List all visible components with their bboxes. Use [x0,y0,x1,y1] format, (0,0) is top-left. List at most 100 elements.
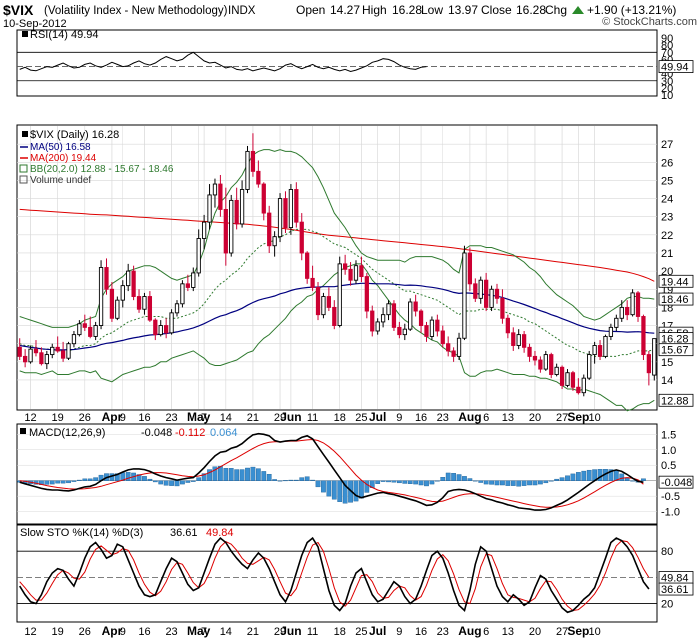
candle-body [581,377,586,394]
macd-hist-bar [44,480,50,485]
candle-body [17,346,22,357]
low-label: Low [421,3,443,17]
candle-body [462,252,467,339]
sto-xlabel-13: 11 [307,626,318,638]
macd-hist-bar [77,479,82,481]
grid-lines [17,126,657,512]
macd-hist-bar [359,480,364,499]
macd-hist-bar [293,479,299,481]
price-tick-23: 23 [661,212,673,224]
macd-hist-bar [283,480,288,482]
macd-hist-bar [250,466,256,481]
rsi-tick-90: 90 [661,33,673,45]
candle-body [494,288,500,299]
sto-xlabel-18: 16 [415,626,427,638]
macd-hist-bar [331,480,337,500]
candle-body [353,265,359,281]
price-xlabel-22: 13 [502,412,514,424]
macd-line [19,432,644,511]
candle-body [332,306,337,327]
macd-hist-bar [272,479,277,481]
sto-d-current: 49.84 [661,573,689,585]
candle-body [326,296,331,308]
candle-body [174,303,180,314]
price-label-19.44-box [658,274,694,288]
macd-hist-bar [440,477,446,481]
macd-hist-bar [342,480,348,504]
macd-hist-bar [174,480,180,487]
low-value: 13.97 [448,3,478,17]
candle-body [212,183,218,196]
candle-body [484,279,489,308]
sto-k-value: 36.61 [170,527,198,539]
candle-body [126,270,131,287]
sto-xlabel-21: 6 [483,626,489,638]
macd-hist-bar [397,480,402,484]
sto-xlabel-5: 16 [138,626,150,638]
sto-tick-20: 20 [661,599,673,611]
macd-tick-1.0: 1.0 [661,445,676,457]
price-label-18.46-box [658,292,694,306]
macd-signal-value: -0.112 [175,427,205,439]
macd-hist-bar [467,478,473,481]
sto-xlabel-16: Jul [369,624,386,638]
macd-hist-bar [125,472,131,481]
chg-value: +1.90 (+13.21%) [587,3,676,17]
axis-labels: 908070604030201049.942726252423222120191… [24,33,694,638]
macd-hist-bar [402,480,408,484]
price-xlabel-16: Jul [369,410,386,424]
macd-series [17,432,646,511]
macd-hist-bar [228,468,234,481]
candle-body [277,198,283,238]
macd-hist-bar [218,465,223,481]
candle-body [532,355,538,361]
macd-hist-bar [55,480,61,484]
candle-body [321,296,326,316]
close-value: 16.28 [516,3,546,17]
price-xlabel-7: May [187,410,211,424]
candle-body [33,348,39,354]
candle-body [169,312,174,334]
sto-xlabel-22: 13 [502,626,514,638]
macd-hist-bar [521,480,527,486]
macd-hist-bar [152,480,158,483]
candle-body [397,326,402,336]
candle-body [375,321,380,332]
candle-body [456,337,462,357]
candle-body [272,236,277,247]
sto-k-current: 36.61 [661,584,689,596]
price-tick-25: 25 [661,175,673,187]
price-xlabel-10: 21 [247,412,259,424]
candle-body [147,296,153,321]
macd-hist-bar [565,475,570,481]
candle-body [587,354,592,379]
macd-hist-bar [532,480,538,486]
macd-signal-line [19,438,644,508]
macd-hist-bar [445,472,451,481]
sto-series [17,536,657,614]
macd-hist-bar [462,476,467,481]
macd-hist-bar [500,480,505,486]
candle-body [603,335,608,357]
macd-hist-bar [548,480,554,482]
rsi-tick-20: 20 [661,83,673,95]
macd-hist-bar [212,466,218,481]
price-xlabel-6: 23 [165,412,177,424]
macd-hist-bar [413,480,419,485]
macd-hist-bar [261,471,267,481]
candle-body [239,189,245,225]
candle-body [223,208,228,254]
macd-hist-bar [494,480,500,486]
sto-xlabel-24: 27 [556,626,568,638]
macd-hist-bar [641,478,646,481]
candle-body [136,296,142,310]
bb-upper-line [19,149,655,328]
price-label-15.67: 15.67 [661,345,689,357]
macd-hist-bar [66,480,71,484]
candle-body [82,323,87,328]
macd-hist-bar [147,478,153,481]
candle-body [201,221,207,239]
price-label-12.88: 12.88 [661,395,689,407]
close-label: Close [481,3,512,17]
